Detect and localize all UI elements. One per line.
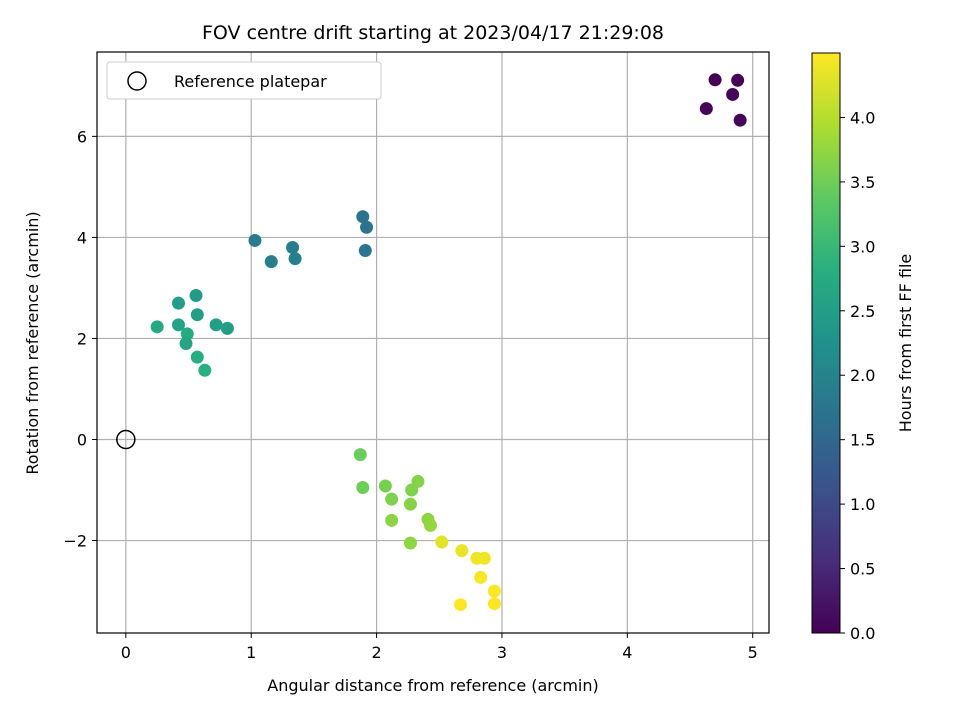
data-point (477, 551, 491, 565)
data-point (487, 584, 501, 598)
data-point (699, 102, 713, 116)
data-point (411, 474, 425, 488)
plot-frame (96, 51, 770, 634)
y-tick-label: −2 (63, 532, 87, 551)
data-point (385, 513, 399, 527)
data-point (248, 233, 262, 247)
y-tick-label: 2 (77, 329, 87, 348)
y-tick-label: 6 (77, 127, 87, 146)
x-tick-label: 1 (246, 643, 256, 662)
data-point (356, 210, 370, 224)
data-point (731, 73, 745, 87)
data-point (358, 244, 372, 258)
data-point (403, 497, 417, 511)
colorbar-tick-label: 3.5 (850, 173, 875, 192)
colorbar-tick-label: 2.5 (850, 302, 875, 321)
legend-marker-icon (127, 71, 147, 91)
data-point (708, 73, 722, 87)
colorbar-tick-label: 2.0 (850, 366, 875, 385)
y-tick-label: 4 (77, 228, 87, 247)
colorbar-ticks: 0.0 0.5 1.0 1.5 2.0 2.5 3.0 3.5 4.0 (840, 108, 875, 643)
grid (97, 52, 769, 633)
data-point (190, 308, 204, 322)
chart-title: FOV centre drift starting at 2023/04/17 … (202, 22, 664, 44)
data-point (171, 318, 185, 332)
x-axis-ticks: 0 1 2 3 4 5 (121, 633, 758, 662)
x-tick-label: 3 (497, 643, 507, 662)
data-point (403, 536, 417, 550)
legend-entry-reference: Reference platepar (174, 72, 327, 91)
colorbar-gradient (812, 53, 840, 633)
colorbar-tick-label: 1.5 (850, 431, 875, 450)
colorbar: 0.0 0.5 1.0 1.5 2.0 2.5 3.0 3.5 4.0 Hours from f… (811, 52, 915, 643)
data-point (385, 492, 399, 506)
data-point (209, 318, 223, 332)
data-point (150, 320, 164, 334)
x-tick-label: 0 (121, 643, 131, 662)
colorbar-tick-label: 3.0 (850, 237, 875, 256)
data-point (220, 321, 234, 335)
data-point (378, 479, 392, 493)
data-point (264, 255, 278, 269)
data-point (726, 87, 740, 101)
data-point (356, 480, 370, 494)
data-point (179, 337, 193, 351)
legend-box (106, 61, 382, 100)
data-point (286, 241, 300, 255)
data-point (171, 296, 185, 310)
colorbar-label: Hours from first FF file (896, 254, 915, 433)
reference-platepar-marker (116, 429, 136, 450)
data-point (455, 544, 469, 558)
colorbar-tick-label: 0.0 (850, 624, 875, 643)
data-point (454, 598, 468, 612)
data-points (150, 73, 747, 612)
data-point (474, 570, 488, 584)
x-axis-label: Angular distance from reference (arcmin) (267, 676, 598, 695)
colorbar-tick-label: 0.5 (850, 560, 875, 579)
data-point (198, 363, 212, 377)
data-point (435, 535, 449, 549)
x-tick-label: 5 (748, 643, 758, 662)
data-point (189, 289, 203, 303)
colorbar-tick-label: 1.0 (850, 495, 875, 514)
x-tick-label: 2 (371, 643, 381, 662)
data-point (487, 597, 501, 611)
data-point (190, 350, 204, 364)
legend: Reference platepar (106, 61, 382, 100)
data-point (288, 252, 302, 266)
colorbar-tick-label: 4.0 (850, 108, 875, 127)
x-tick-label: 4 (622, 643, 632, 662)
y-tick-label: 0 (77, 431, 87, 450)
data-point (423, 518, 437, 532)
colorbar-frame (811, 52, 841, 634)
y-axis-label: Rotation from reference (arcmin) (23, 211, 42, 474)
data-point (733, 113, 747, 127)
y-axis-ticks: −2 0 2 4 6 (63, 127, 97, 551)
data-point (360, 220, 374, 234)
data-point (353, 448, 367, 462)
data-point (180, 327, 194, 341)
